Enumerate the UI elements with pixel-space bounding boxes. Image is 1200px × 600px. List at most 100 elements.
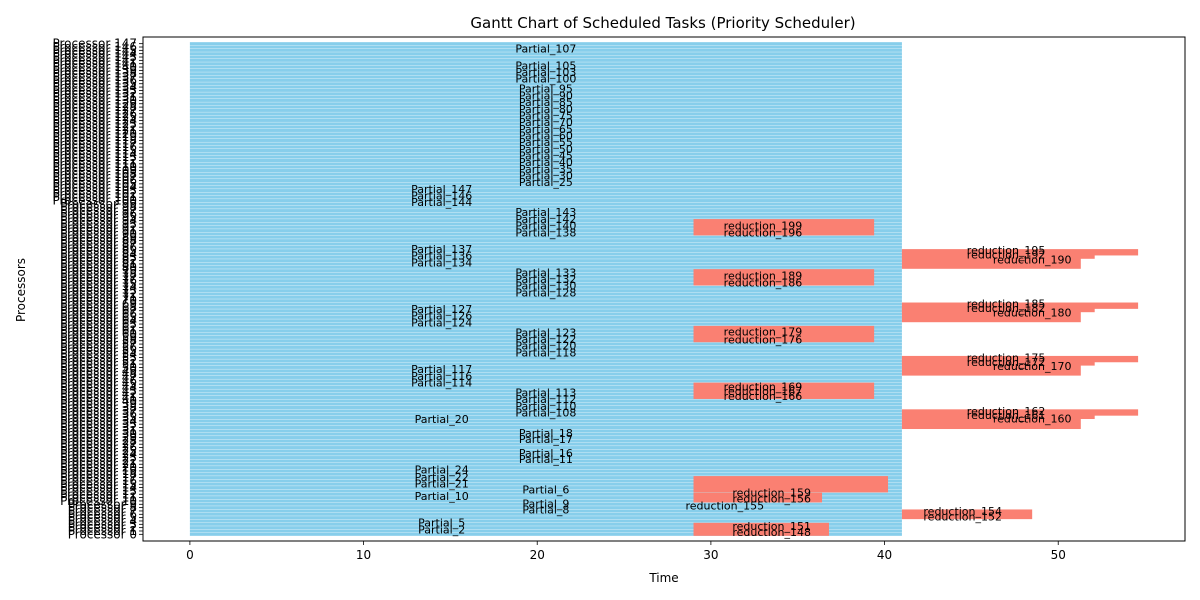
task-label: reduction_182: [967, 302, 1046, 315]
y-tick-label: Processor 72: [60, 287, 137, 301]
y-tick-label: Processor 67: [60, 304, 137, 318]
partial-task-bar: [189, 115, 902, 119]
task-label: Partial_50: [519, 143, 573, 156]
x-tick-label: 40: [877, 548, 892, 562]
y-tick-label: Processor 75: [60, 277, 137, 291]
partial-task-bar: [189, 82, 902, 86]
y-tick-label: Processor 77: [60, 270, 137, 284]
reduction-task-bar: [901, 252, 1095, 259]
reduction-task-bar: [693, 219, 875, 236]
y-tick-label: Processor 49: [60, 364, 137, 378]
task-label: reduction_151: [732, 520, 811, 533]
partial-task-bar: [189, 395, 902, 399]
y-tick-label: Processor 99: [60, 197, 137, 211]
y-tick-label: Processor 101: [52, 190, 137, 204]
task-label: Partial_17: [519, 433, 573, 446]
partial-task-bar: [189, 55, 902, 59]
partial-task-bar: [189, 62, 902, 66]
partial-task-bar: [189, 482, 902, 486]
y-tick-label: Processor 36: [60, 407, 137, 421]
y-tick-label: Processor 146: [52, 40, 137, 54]
y-tick-label: Processor 38: [60, 400, 137, 414]
reduction-task-bar: [901, 355, 1139, 363]
reduction-task-bar: [693, 382, 875, 399]
y-tick-label: Processor 58: [60, 334, 137, 348]
y-tick-label: Processor 127: [52, 103, 137, 117]
reduction-task-bar: [901, 416, 1081, 430]
task-label: Partial_123: [515, 326, 576, 339]
partial-task-bar: [189, 189, 902, 193]
y-tick-label: Processor 19: [60, 464, 137, 478]
partial-task-bar: [189, 509, 902, 513]
partial-task-bar: [189, 75, 902, 79]
y-tick-label: Processor 140: [52, 60, 137, 74]
partial-task-bar: [189, 332, 902, 336]
partial-task-bar: [189, 68, 902, 72]
y-tick-label: Processor 131: [52, 90, 137, 104]
task-label: Partial_22: [415, 471, 469, 484]
y-tick-label: Processor 91: [60, 224, 137, 238]
y-tick-label: Processor 25: [60, 444, 137, 458]
task-label: reduction_179: [724, 325, 803, 338]
task-label: Partial_120: [515, 340, 576, 353]
task-label: Partial_95: [519, 83, 573, 96]
partial-task-bar: [189, 118, 902, 122]
task-label: Partial_134: [411, 256, 472, 269]
partial-task-bar: [189, 112, 902, 116]
y-tick-label: Processor 17: [60, 471, 137, 485]
y-tick-label: Processor 28: [60, 434, 137, 448]
reduction-task-bar: [901, 362, 1081, 376]
task-label: Partial_107: [515, 43, 576, 56]
task-label: reduction_180: [993, 307, 1072, 320]
y-tick-label: Processor 45: [60, 377, 137, 391]
task-label: reduction_156: [732, 492, 811, 505]
plot-frame: [142, 36, 1186, 542]
partial-task-bar: [189, 416, 902, 420]
reduction-task-bar: [901, 305, 1095, 313]
y-tick-label: Processor 52: [60, 354, 137, 368]
y-tick-label: Processor 8: [68, 501, 137, 515]
y-tick-label: Processor 76: [60, 274, 137, 288]
partial-task-bar: [189, 58, 902, 62]
y-tick-label: Processor 62: [60, 320, 137, 334]
y-tick-label: Processor 93: [60, 217, 137, 231]
y-tick-label: Processor 110: [52, 160, 137, 174]
y-tick-label: Processor 20: [60, 461, 137, 475]
partial-task-bar: [189, 339, 902, 343]
y-tick-label: Processor 128: [52, 100, 137, 114]
partial-task-bar: [189, 489, 902, 493]
partial-task-bar: [189, 359, 902, 363]
y-tick-label: Processor 65: [60, 310, 137, 324]
partial-task-bar: [189, 255, 902, 259]
y-tick-label: Processor 115: [52, 143, 137, 157]
partial-task-bar: [189, 295, 902, 299]
task-label: Partial_137: [411, 243, 472, 256]
task-label: reduction_199: [724, 220, 803, 233]
y-tick-label: Processor 120: [52, 127, 137, 141]
y-tick-label: Processor 69: [60, 297, 137, 311]
partial-task-bar: [189, 305, 902, 309]
reduction-task-bar: [693, 492, 823, 503]
task-label: Partial_112: [515, 393, 576, 406]
partial-task-bar: [189, 205, 902, 209]
y-tick-label: Processor 53: [60, 350, 137, 364]
task-label: reduction_195: [967, 244, 1046, 257]
partial-task-bar: [189, 322, 902, 326]
partial-task-bar: [189, 452, 902, 456]
y-tick-label: Processor 60: [60, 327, 137, 341]
partial-task-bar: [189, 382, 902, 386]
partial-task-bar: [189, 522, 902, 526]
partial-task-bar: [189, 65, 902, 69]
partial-task-bar: [189, 279, 902, 283]
partial-task-bar: [189, 45, 902, 49]
partial-task-bar: [189, 309, 902, 313]
task-label: Partial_30: [519, 170, 573, 183]
partial-task-bar: [189, 142, 902, 146]
partial-task-bar: [189, 252, 902, 256]
y-tick-label: Processor 132: [52, 87, 137, 101]
y-tick-label: Processor 37: [60, 404, 137, 418]
chart-title: Gantt Chart of Scheduled Tasks (Priority…: [470, 14, 855, 32]
partial-task-bar: [189, 155, 902, 159]
partial-task-bar: [189, 249, 902, 253]
partial-task-bar: [189, 439, 902, 443]
